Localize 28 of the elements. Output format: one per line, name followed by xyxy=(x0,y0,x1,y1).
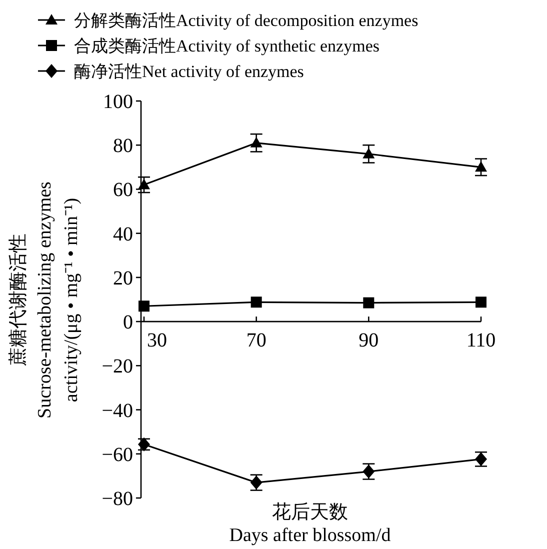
y-tick-label: 0 xyxy=(123,312,133,334)
y-tick-label: 20 xyxy=(113,267,133,290)
x-tick-label: 90 xyxy=(358,330,379,352)
legend-label: 分解类酶活性Activity of decomposition enzymes xyxy=(74,11,418,30)
legend-label: 合成类酶活性Activity of synthetic enzymes xyxy=(74,36,380,56)
x-tick-label: 70 xyxy=(246,330,266,352)
y-tick-label: 40 xyxy=(113,223,133,246)
legend-label: 酶净活性Net activity of enzymes xyxy=(74,62,304,81)
point xyxy=(138,300,150,312)
y-tick-label: −60 xyxy=(102,444,133,466)
x-tick-label: 110 xyxy=(466,330,496,352)
y-tick-label: −20 xyxy=(102,356,133,378)
point xyxy=(250,296,262,308)
point xyxy=(250,136,262,148)
point xyxy=(138,437,150,452)
y-tick-label: 80 xyxy=(113,135,133,158)
point xyxy=(475,161,487,172)
point xyxy=(138,178,150,190)
point xyxy=(362,148,375,158)
y-tick-label: −40 xyxy=(102,400,133,422)
point xyxy=(476,296,486,308)
y-axis-title: 蔗糖代谢酶活性 Sucrose-metabolizing enzymes activity/(μg • mg⁻¹ • min⁻¹) xyxy=(8,182,82,418)
point xyxy=(363,297,374,308)
x-axis-title: 花后天数 Days after blossom/d xyxy=(229,502,392,546)
x-tick-label: 30 xyxy=(147,330,167,352)
y-tick-label: 60 xyxy=(113,179,133,202)
y-tick-label: −80 xyxy=(102,488,133,510)
y-tick-label: 100 xyxy=(103,91,133,113)
